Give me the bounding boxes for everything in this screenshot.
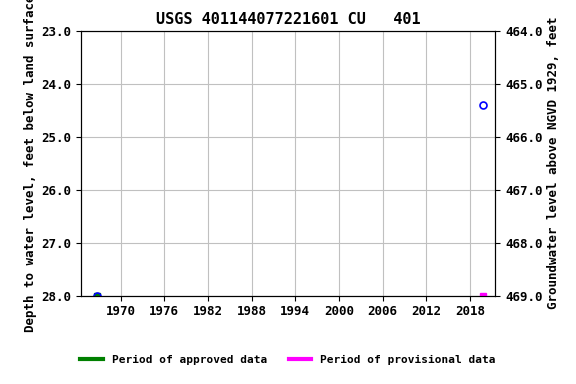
Y-axis label: Depth to water level, feet below land surface: Depth to water level, feet below land su…: [24, 0, 37, 332]
Legend: Period of approved data, Period of provisional data: Period of approved data, Period of provi…: [76, 351, 500, 370]
Y-axis label: Groundwater level above NGVD 1929, feet: Groundwater level above NGVD 1929, feet: [547, 17, 560, 310]
Title: USGS 401144077221601 CU   401: USGS 401144077221601 CU 401: [156, 12, 420, 27]
